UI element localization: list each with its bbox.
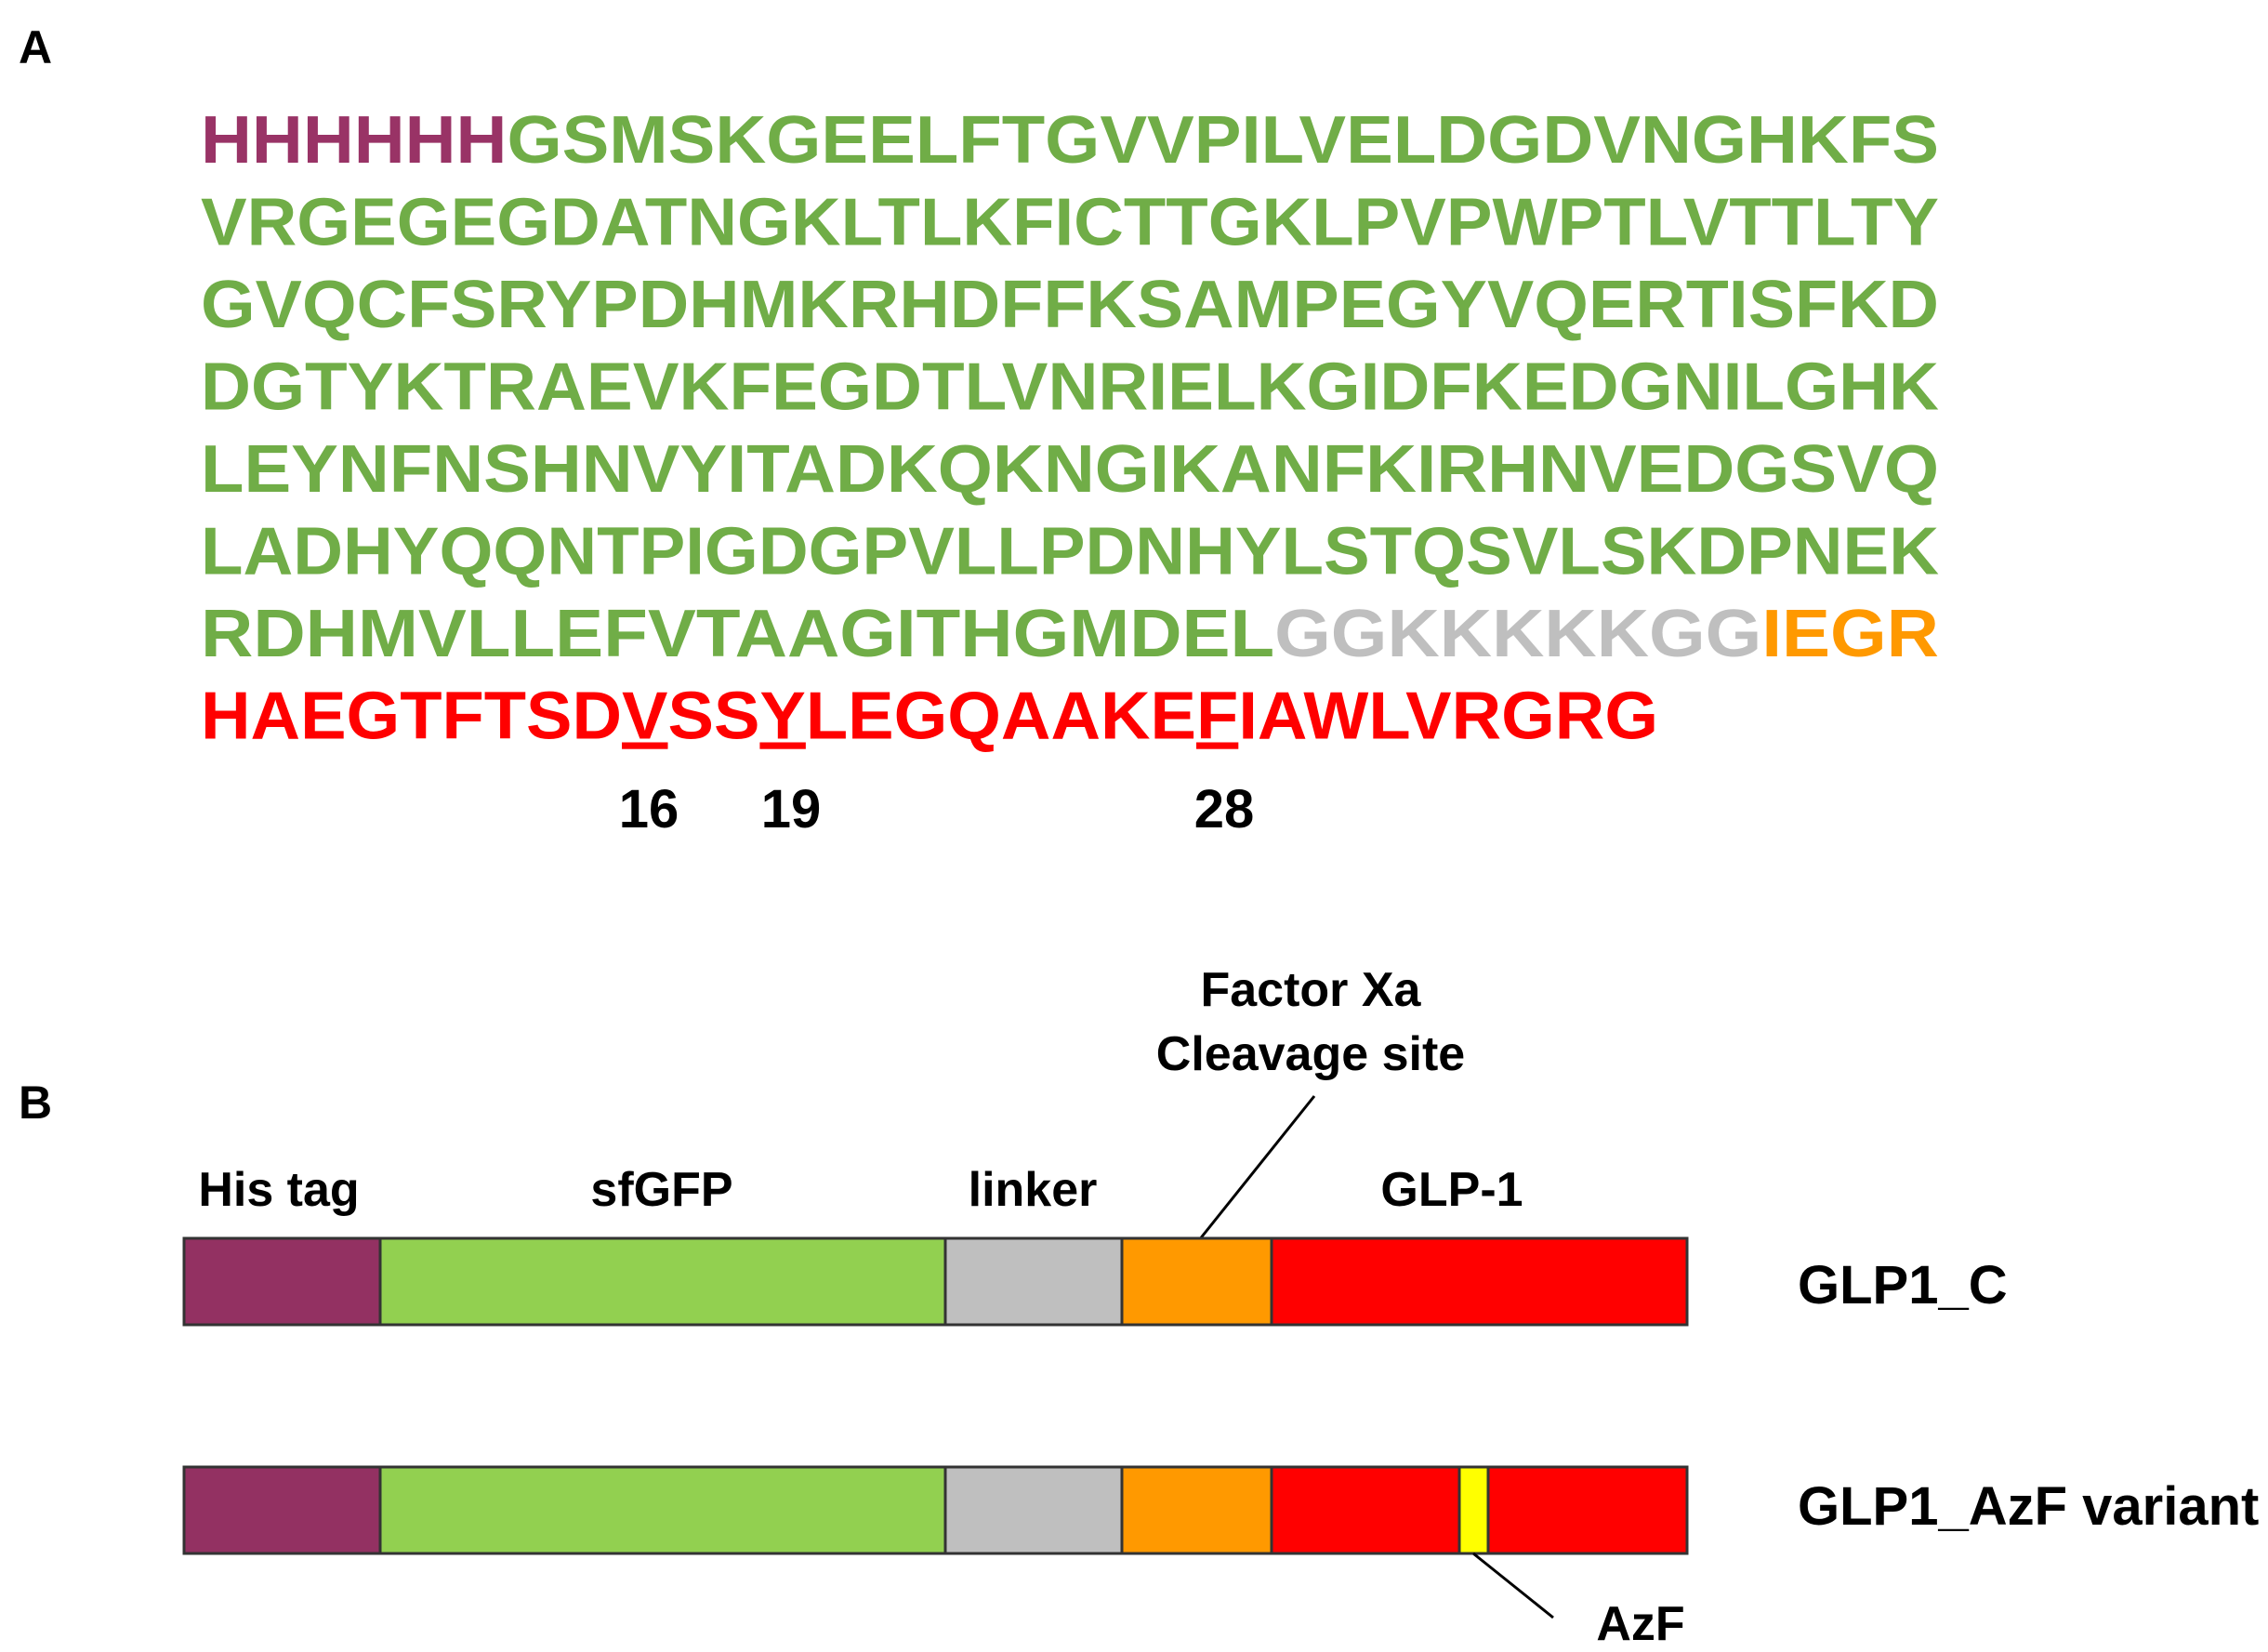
position-label: 28 xyxy=(1194,779,1255,839)
sequence-segment: VRGEGEGDATNGKLTLKFICTTGKLPVPWPTLVTTLTY xyxy=(201,186,1939,260)
construct-bar xyxy=(182,1465,1689,1555)
sequence-segment: SS xyxy=(668,680,760,754)
segment-label: His tag xyxy=(198,1163,359,1217)
sequence-segment: DGTYKTRAEVKFEGDTLVNRIELKGIDFKEDGNILGHK xyxy=(201,350,1939,425)
sequence-line: VRGEGEGDATNGKLTLKFICTTGKLPVPWPTLVTTLTY xyxy=(201,186,1939,260)
panel-label: B xyxy=(19,1077,52,1129)
sfgfp-block xyxy=(378,1465,947,1555)
position-label: 16 xyxy=(619,779,679,839)
linker-block xyxy=(943,1465,1124,1555)
sequence-line: HAEGTFTSD VSSYLEGQAAKE FIAWLVRGRG xyxy=(201,680,1658,754)
sequence-line: LEYNFNSHNVYITADKQKNGIKANFKIRHNVEDGSVQ xyxy=(201,432,1939,507)
segment-label: linker xyxy=(969,1163,1098,1217)
his-tag-block xyxy=(182,1236,382,1327)
sequence-line: GVQCFSRYPDHMKRHDFFKSAMPEGYVQERTISFKD xyxy=(201,268,1939,342)
segment-label: sfGFP xyxy=(590,1163,732,1217)
linker-block xyxy=(943,1236,1124,1327)
cleavage-label: Factor Xa xyxy=(1201,963,1422,1017)
callout-line xyxy=(1472,1552,1554,1619)
construct-name: GLP1_AzF variant xyxy=(1798,1476,2259,1537)
sequence-segment: GVQCFSRYPDHMKRHDFFKSAMPEGYVQERTISFKD xyxy=(201,268,1939,342)
cleavage-block xyxy=(1120,1236,1273,1327)
cleavage-block xyxy=(1120,1465,1273,1555)
sequence-segment: LEGQAAKE xyxy=(806,680,1196,754)
sfgfp-block xyxy=(378,1236,947,1327)
sequence-segment: RDHMVLLEFVTAAGITHGMDEL xyxy=(201,597,1274,671)
sequence-segment: Y xyxy=(759,680,805,754)
sequence: HHHHHH GSMSKGEELFTGVVPILVELDGDVNGHKFS VRGE… xyxy=(201,103,1939,754)
panel-label: A xyxy=(19,21,52,73)
sequence-segment: IEGR xyxy=(1761,597,1939,671)
azf-block xyxy=(1457,1465,1490,1555)
marker-label: AzF xyxy=(1596,1597,1684,1651)
sequence-segment: HAEGTFTSD xyxy=(201,680,622,754)
sequence-segment: F xyxy=(1196,680,1238,754)
sequence-line: RDHMVLLEFVTAAGITHGMDEL GGKKKKKGG IEGR xyxy=(201,597,1939,671)
sequence-segment: GSMSKGEELFTGVVPILVELDGDVNGHKFS xyxy=(507,103,1939,178)
sequence-segment: V xyxy=(622,680,667,754)
position-label: 19 xyxy=(761,779,822,839)
sequence-segment: LADHYQQNTPIGDGPVLLPDNHYLSTQSVLSKDPNEK xyxy=(201,515,1939,589)
sequence-line: HHHHHH GSMSKGEELFTGVVPILVELDGDVNGHKFS xyxy=(201,103,1939,178)
construct-bar xyxy=(182,1236,1689,1327)
glp1-block xyxy=(1270,1236,1689,1327)
sequence-line: DGTYKTRAEVKFEGDTLVNRIELKGIDFKEDGNILGHK xyxy=(201,350,1939,425)
cleavage-label: Cleavage site xyxy=(1156,1027,1465,1081)
sequence-segment: LEYNFNSHNVYITADKQKNGIKANFKIRHNVEDGSVQ xyxy=(201,432,1939,507)
segment-label: GLP-1 xyxy=(1380,1163,1523,1217)
sequence-segment: IAWLVRGRG xyxy=(1238,680,1658,754)
sequence-segment: HHHHHH xyxy=(201,103,507,178)
sequence-segment: GGKKKKKGG xyxy=(1274,597,1761,671)
his-tag-block xyxy=(182,1465,382,1555)
construct-name: GLP1_C xyxy=(1798,1255,2008,1315)
callout-line xyxy=(1197,1095,1316,1241)
sequence-line: LADHYQQNTPIGDGPVLLPDNHYLSTQSVLSKDPNEK xyxy=(201,515,1939,589)
